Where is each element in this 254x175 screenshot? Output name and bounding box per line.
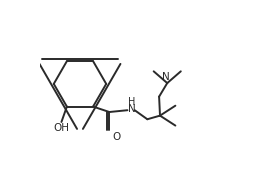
Text: N: N [163, 72, 170, 82]
Text: H: H [128, 97, 135, 107]
Text: N: N [128, 104, 136, 114]
Text: OH: OH [53, 123, 69, 133]
Text: O: O [113, 132, 121, 142]
